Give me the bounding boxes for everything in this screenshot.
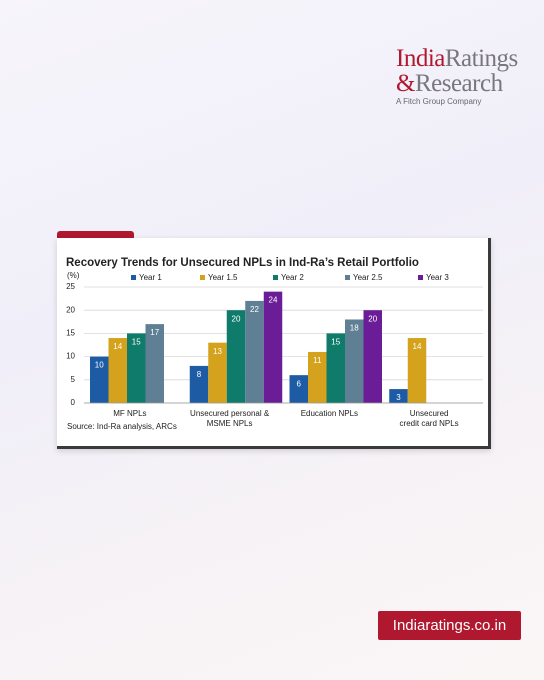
x-tick-label: Unsecured credit card NPLs: [400, 409, 459, 428]
value-label: 15: [132, 338, 141, 347]
logo-word: India: [396, 45, 445, 72]
bar: [345, 319, 364, 403]
legend-label: Year 3: [426, 273, 449, 282]
x-tick-label: MF NPLs: [113, 409, 146, 418]
value-label: 10: [95, 361, 104, 370]
card-tab: [57, 231, 134, 240]
bar: [90, 356, 109, 403]
y-tick-label: 15: [66, 329, 75, 338]
legend-swatch: [131, 275, 136, 280]
value-label: 20: [232, 314, 241, 323]
value-label: 18: [350, 324, 359, 333]
chart: Recovery Trends for Unsecured NPLs in In…: [66, 257, 483, 431]
bar: [289, 375, 308, 403]
legend-label: Year 2: [281, 273, 304, 282]
logo-line: &Research: [396, 71, 518, 96]
value-label: 6: [297, 379, 302, 388]
website-button[interactable]: Indiaratings.co.in: [378, 611, 521, 640]
bar: [363, 310, 382, 403]
logo-word: Research: [414, 70, 503, 97]
bar: [245, 300, 264, 403]
bar: [308, 351, 327, 403]
y-tick-label: 20: [66, 305, 75, 314]
logo: IndiaRatings &Research A Fitch Group Com…: [396, 46, 518, 106]
logo-tagline: A Fitch Group Company: [396, 97, 482, 106]
y-tick-label: 10: [66, 352, 75, 361]
bar: [263, 291, 283, 403]
legend-label: Year 2.5: [353, 273, 383, 282]
legend-swatch: [273, 275, 278, 280]
legend-swatch: [418, 275, 423, 280]
legend-label: Year 1: [139, 273, 162, 282]
bar: [389, 389, 408, 403]
value-label: 24: [269, 296, 278, 305]
value-label: 20: [368, 314, 377, 323]
x-tick-label: Unsecured personal & MSME NPLs: [190, 409, 270, 428]
legend-swatch: [200, 275, 205, 280]
bar: [145, 324, 164, 403]
y-tick-label: 25: [66, 282, 75, 291]
y-tick-label: 5: [71, 375, 76, 384]
legend-label: Year 1.5: [208, 273, 238, 282]
logo-word: Ratings: [444, 45, 518, 72]
x-tick-label: Education NPLs: [301, 409, 358, 418]
chart-card: Recovery Trends for Unsecured NPLs in In…: [57, 238, 491, 449]
value-label: 22: [250, 305, 259, 314]
y-unit: (%): [67, 271, 80, 280]
legend-swatch: [345, 275, 350, 280]
bar: [326, 333, 345, 403]
source: Source: Ind-Ra analysis, ARCs: [67, 422, 177, 431]
value-label: 15: [331, 338, 340, 347]
logo-word: &: [396, 70, 415, 97]
bar: [108, 338, 127, 403]
bar: [407, 338, 427, 403]
bar: [127, 333, 146, 403]
value-label: 11: [313, 356, 322, 365]
value-label: 13: [213, 347, 222, 356]
y-tick-label: 0: [71, 398, 76, 407]
logo-line: IndiaRatings: [396, 46, 518, 71]
value-label: 17: [150, 328, 159, 337]
value-label: 8: [197, 370, 202, 379]
value-label: 14: [413, 342, 422, 351]
bar: [226, 310, 246, 403]
value-label: 3: [396, 393, 401, 402]
value-label: 14: [113, 342, 122, 351]
bar: [208, 342, 227, 403]
chart-title: Recovery Trends for Unsecured NPLs in In…: [66, 257, 419, 269]
bar: [189, 365, 209, 403]
